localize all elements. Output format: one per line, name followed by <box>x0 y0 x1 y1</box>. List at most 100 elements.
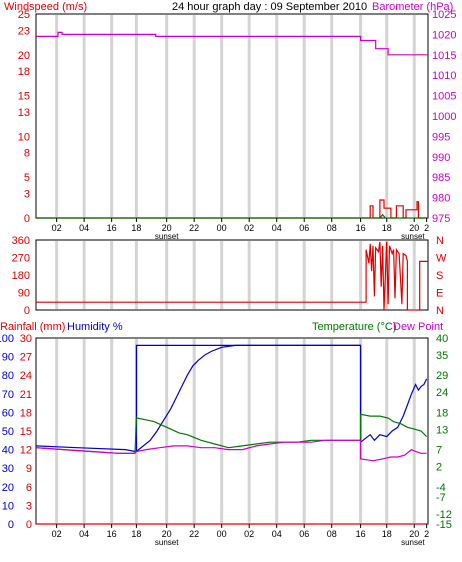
humidity-tick-label: 80 <box>2 370 14 382</box>
barometer-tick-label: 985 <box>432 172 450 184</box>
rainfall-axis-label: Rainfall (mm) <box>0 321 65 333</box>
direction-panel-frame <box>35 239 429 311</box>
wind-panel-sunset-label: sunset <box>155 232 179 241</box>
series-temperature <box>35 413 428 454</box>
wind-panel-sunset-label: sunset <box>401 232 425 241</box>
climate-panel-x-tick-label: 04 <box>79 529 89 539</box>
climate-panel-x-tick-label: 02 <box>244 529 254 539</box>
temperature-tick-label: 29 <box>436 370 448 382</box>
chart-title: 24 hour graph day : 09 September 2010 <box>172 1 367 13</box>
compass-tick-label: W <box>436 253 447 265</box>
compass-tick-label: E <box>436 288 443 300</box>
temperature-axis-label: Temperature (°C) <box>312 321 396 333</box>
rainfall-tick-label: 0 <box>26 519 32 531</box>
rainfall-tick-label: 3 <box>26 500 32 512</box>
windspeed-axis-label: Windspeed (m/s) <box>4 1 87 13</box>
wind-panel-x-tick-label: 16 <box>107 223 117 233</box>
windspeed-tick-label: 15 <box>18 91 30 103</box>
windspeed-tick-label: 18 <box>18 66 30 78</box>
wind-panel-x-tick-label: 08 <box>327 223 337 233</box>
windspeed-tick-label: 5 <box>24 172 30 184</box>
windspeed-tick-label: 13 <box>18 107 30 119</box>
rainfall-tick-label: 24 <box>20 370 32 382</box>
climate-panel-x-tick-label: 18 <box>131 529 141 539</box>
climate-panel-x-tick-label: 2 <box>424 529 429 539</box>
wind-panel-x-tick-label: 20 <box>409 223 419 233</box>
series-humidity-curve- <box>136 344 361 452</box>
barometer-tick-label: 975 <box>432 213 450 225</box>
direction-tick-label: 0 <box>24 305 30 317</box>
wind-panel-x-tick-label: 06 <box>299 223 309 233</box>
wind-panel-x-tick-label: 02 <box>52 223 62 233</box>
humidity-tick-label: 40 <box>2 445 14 457</box>
humidity-tick-label: 0 <box>8 519 14 531</box>
wind-panel-x-tick-label: 2 <box>424 223 429 233</box>
wind-panel-x-tick-label: 02 <box>244 223 254 233</box>
rainfall-tick-label: 21 <box>20 389 32 401</box>
wind-panel-x-tick-label: 04 <box>79 223 89 233</box>
wind-panel-x-tick-label: 20 <box>162 223 172 233</box>
humidity-tick-label: 20 <box>2 482 14 494</box>
climate-panel-x-tick-label: 16 <box>356 529 366 539</box>
temperature-tick-label: 24 <box>436 387 448 399</box>
humidity-axis-label: Humidity % <box>67 321 123 333</box>
barometer-tick-label: 1005 <box>432 91 456 103</box>
climate-panel-x-tick-label: 00 <box>217 529 227 539</box>
climate-panel-sunset-label: sunset <box>155 538 179 547</box>
windspeed-tick-label: 25 <box>18 9 30 21</box>
humidity-tick-label: 10 <box>2 500 14 512</box>
wind-panel-x-tick-label: 18 <box>382 223 392 233</box>
wind-panel-x-tick-label: 00 <box>217 223 227 233</box>
wind-panel-x-tick-label: 22 <box>189 223 199 233</box>
temperature-tick-label: 18 <box>436 407 448 419</box>
climate-panel-x-tick-label: 16 <box>107 529 117 539</box>
series-wind-gust <box>36 213 428 219</box>
direction-tick-label: 270 <box>12 253 30 265</box>
series-wind-direction <box>36 241 428 311</box>
wind-panel-x-tick-label: 04 <box>272 223 282 233</box>
barometer-tick-label: 1020 <box>432 29 456 41</box>
windspeed-tick-label: 3 <box>24 189 30 201</box>
climate-panel-x-tick-label: 22 <box>189 529 199 539</box>
rainfall-tick-label: 9 <box>26 463 32 475</box>
barometer-tick-label: 995 <box>432 131 450 143</box>
climate-panel-x-tick-label: 20 <box>162 529 172 539</box>
temperature-tick-label: -7 <box>436 492 446 504</box>
barometer-tick-label: 1025 <box>432 9 456 21</box>
barometer-tick-label: 990 <box>432 152 450 164</box>
climate-panel-x-tick-label: 06 <box>299 529 309 539</box>
compass-tick-label: S <box>436 270 443 282</box>
humidity-tick-label: 90 <box>2 352 14 364</box>
barometer-tick-label: 1015 <box>432 50 456 62</box>
rainfall-tick-label: 18 <box>20 407 32 419</box>
climate-panel-x-tick-label: 18 <box>382 529 392 539</box>
wind-panel-x-tick-label: 16 <box>356 223 366 233</box>
wind-panel-x-tick-label: 18 <box>131 223 141 233</box>
series-dew-point <box>35 439 427 462</box>
barometer-tick-label: 980 <box>432 193 450 205</box>
climate-panel-x-tick-label: 02 <box>52 529 62 539</box>
windspeed-tick-label: 20 <box>18 50 30 62</box>
direction-tick-label: 360 <box>12 235 30 247</box>
humidity-tick-label: 70 <box>2 389 14 401</box>
rainfall-tick-label: 27 <box>20 352 32 364</box>
temperature-tick-label: 40 <box>436 333 448 345</box>
windspeed-tick-label: 8 <box>24 148 30 160</box>
dewpoint-axis-label: Dew Point <box>393 321 443 333</box>
humidity-tick-label: 100 <box>0 333 14 345</box>
compass-tick-label: N <box>436 235 444 247</box>
temperature-tick-label: 13 <box>436 424 448 436</box>
rainfall-tick-label: 6 <box>26 482 32 494</box>
rainfall-tick-label: 12 <box>20 445 32 457</box>
humidity-tick-label: 50 <box>2 426 14 438</box>
temperature-tick-label: 7 <box>436 445 442 457</box>
temperature-tick-label: 2 <box>436 462 442 474</box>
humidity-tick-label: 30 <box>2 463 14 475</box>
series-barometer <box>36 31 428 56</box>
climate-panel-x-tick-label: 04 <box>272 529 282 539</box>
temperature-tick-label: -4 <box>436 482 446 494</box>
windspeed-tick-label: 23 <box>18 25 30 37</box>
